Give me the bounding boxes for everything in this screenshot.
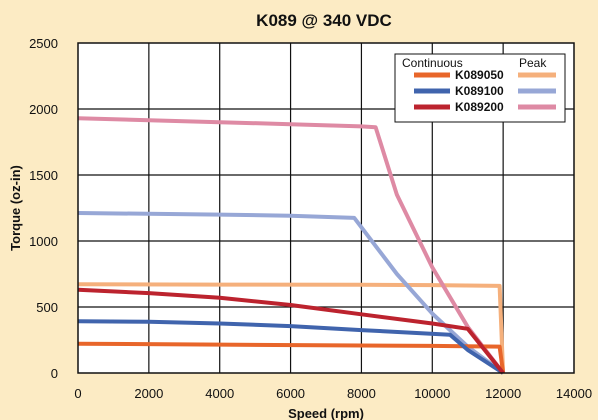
y-tick-label: 0 xyxy=(51,366,58,381)
x-axis-label: Speed (rpm) xyxy=(288,406,364,420)
y-axis-label: Torque (oz-in) xyxy=(8,165,23,251)
legend-header-continuous: Continuous xyxy=(402,56,463,70)
legend-header-peak: Peak xyxy=(519,56,547,70)
series-line-k089050-peak xyxy=(77,282,506,374)
y-tick-label: 2500 xyxy=(29,36,58,51)
series-line-k089200-peak xyxy=(77,116,505,375)
y-tick-label: 2000 xyxy=(29,102,58,117)
series-line-k089050-continuous xyxy=(77,341,506,374)
legend-rows: K089050 K089100 K089200 xyxy=(414,68,556,114)
x-tick-label: 14000 xyxy=(556,386,592,401)
plot-border xyxy=(77,42,575,374)
chart-title: K089 @ 340 VDC xyxy=(256,11,392,30)
series-line-k089100-peak xyxy=(77,211,505,375)
x-tick-label: 12000 xyxy=(485,386,521,401)
legend-label: K089050 xyxy=(455,68,504,82)
y-tick-label: 1500 xyxy=(29,168,58,183)
series-line-k089100-continuous xyxy=(77,319,505,375)
x-tick-label: 6000 xyxy=(276,386,305,401)
x-tick-label: 0 xyxy=(74,386,81,401)
y-tick-label: 500 xyxy=(36,300,58,315)
y-tick-label: 1000 xyxy=(29,234,58,249)
x-tick-label: 8000 xyxy=(347,386,376,401)
x-tick-label: 4000 xyxy=(205,386,234,401)
x-tick-label: 2000 xyxy=(134,386,163,401)
x-tick-label: 10000 xyxy=(414,386,450,401)
legend-box xyxy=(394,53,566,123)
legend: Continuous Peak K089050 K089100 K089200 xyxy=(394,53,566,123)
tick-labels: 0 2000 4000 6000 8000 10000 12000 14000 0 500 1000… xyxy=(29,36,592,401)
legend-label: K089200 xyxy=(455,100,504,114)
legend-label: K089100 xyxy=(455,84,504,98)
series-lines xyxy=(77,116,506,375)
series-line-k089200-continuous xyxy=(77,287,505,375)
